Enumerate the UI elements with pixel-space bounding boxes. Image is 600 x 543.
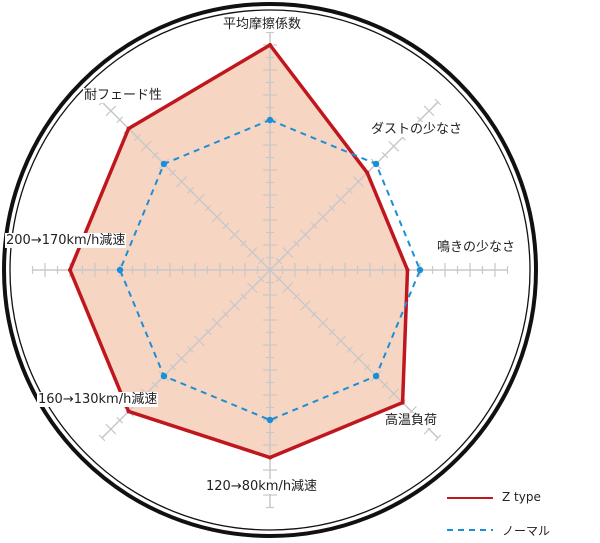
- axis-tick: [423, 105, 435, 117]
- axis-tick: [187, 187, 194, 194]
- axis-tick: [381, 381, 389, 389]
- axis-tick: [151, 151, 159, 159]
- axis-tick: [116, 116, 123, 123]
- axis-tick: [299, 299, 311, 311]
- axis-tick: [434, 434, 442, 442]
- axis-tick: [275, 275, 283, 283]
- axis-tick: [282, 282, 294, 294]
- axis-tick: [335, 193, 347, 205]
- data-point-normal: [266, 416, 274, 424]
- axis-tick: [98, 434, 106, 442]
- axis-tick: [229, 299, 241, 311]
- axis-tick: [417, 116, 424, 123]
- data-point-normal: [160, 372, 168, 380]
- data-point-normal: [372, 372, 380, 380]
- axis-tick: [388, 140, 400, 152]
- axis-tick: [363, 363, 371, 371]
- axis-tick: [116, 417, 123, 424]
- data-point-ztype: [365, 170, 370, 175]
- axis-tick: [257, 257, 265, 265]
- axis-label-160-130: 160→130km/h減速: [37, 392, 159, 407]
- axis-tick: [317, 211, 329, 223]
- axis-line: [101, 101, 271, 271]
- axis-tick: [140, 140, 152, 152]
- axis-tick: [335, 335, 347, 347]
- axis-label-dust: ダストの少なさ: [370, 122, 464, 137]
- axis-label-fade: 耐フェード性: [83, 88, 164, 103]
- data-point-ztype: [400, 400, 405, 405]
- axis-tick: [134, 134, 141, 141]
- axis-tick: [310, 310, 318, 318]
- data-point-ztype: [126, 409, 131, 414]
- axis-label-200-170: 200→170km/h減速: [5, 233, 127, 248]
- data-point-ztype: [405, 268, 410, 272]
- data-point-normal: [416, 266, 424, 274]
- data-point-normal: [266, 116, 274, 124]
- axis-tick: [193, 193, 205, 205]
- axis-tick: [151, 381, 159, 389]
- axis-tick: [105, 105, 117, 117]
- axis-label-friction: 平均摩擦係数: [222, 17, 303, 32]
- inner-ring: [9, 9, 531, 531]
- legend-label-normal: ノーマル: [502, 524, 551, 538]
- axis-tick: [346, 346, 353, 353]
- axis-tick: [222, 310, 230, 318]
- axis-tick: [176, 353, 187, 364]
- axis-tick: [257, 275, 265, 283]
- data-point-ztype: [126, 126, 131, 131]
- data-point-normal: [372, 160, 380, 168]
- data-point-ztype: [268, 455, 272, 460]
- axis-tick: [246, 282, 258, 294]
- axis-tick: [222, 222, 230, 230]
- axis-tick: [169, 363, 177, 371]
- axis-tick: [282, 246, 294, 258]
- axis-tick: [211, 317, 223, 329]
- axis-label-high-temp: 高温負荷: [384, 413, 439, 428]
- outer-ring: [2, 2, 538, 538]
- legend-label-ztype: Z type: [502, 490, 541, 504]
- axis-tick: [105, 423, 117, 435]
- axis-tick: [204, 204, 212, 212]
- axis-tick: [169, 169, 177, 177]
- axis-tick: [346, 187, 353, 194]
- axis-tick: [317, 317, 329, 329]
- axis-tick: [328, 204, 336, 212]
- axis-tick: [204, 328, 212, 336]
- axis-tick: [434, 98, 442, 106]
- axis-line: [269, 269, 439, 439]
- axis-tick: [293, 240, 300, 247]
- axis-tick: [388, 388, 400, 400]
- axis-tick: [381, 151, 389, 159]
- data-point-ztype: [68, 268, 72, 272]
- axis-label-120-80: 120→80km/h減速: [205, 479, 319, 494]
- axis-tick: [328, 328, 336, 336]
- axis-tick: [193, 335, 205, 347]
- axis-tick: [240, 240, 247, 247]
- axis-line: [101, 269, 271, 439]
- axis-label-noise: 鳴きの少なさ: [436, 240, 517, 255]
- axis-tick: [293, 293, 300, 300]
- axis-tick: [187, 346, 194, 353]
- axis-tick: [246, 246, 258, 258]
- axis-tick: [229, 229, 241, 241]
- axis-tick: [211, 211, 223, 223]
- data-point-normal: [116, 266, 124, 274]
- data-point-ztype: [268, 43, 272, 47]
- data-point-normal: [160, 160, 168, 168]
- axis-tick: [275, 257, 283, 265]
- axis-tick: [353, 176, 364, 187]
- axis-tick: [240, 293, 247, 300]
- axis-tick: [299, 229, 311, 241]
- axis-tick: [310, 222, 318, 230]
- axis-tick: [176, 176, 187, 187]
- axis-tick: [353, 353, 364, 364]
